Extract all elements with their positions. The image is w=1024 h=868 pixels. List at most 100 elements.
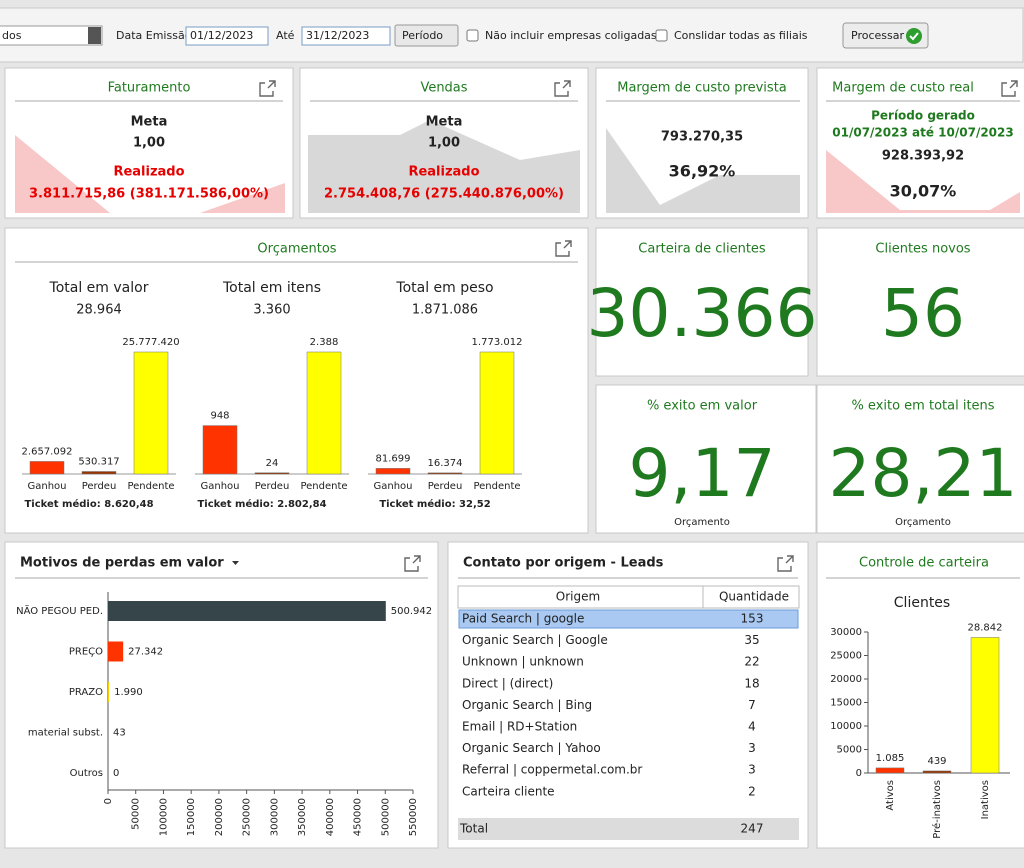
category-label: Ganhou — [373, 481, 412, 492]
date-label: Data Emissão — [116, 29, 192, 42]
expand-icon[interactable] — [555, 240, 572, 257]
expand-icon[interactable] — [554, 80, 571, 97]
cell: Email | RD+Station — [462, 720, 577, 734]
bar — [922, 770, 952, 774]
row-selected[interactable] — [458, 609, 799, 629]
value-label: 439 — [927, 756, 946, 767]
period-button[interactable] — [394, 24, 459, 47]
cell: Paid Search | google — [462, 612, 584, 626]
checkbox[interactable] — [466, 29, 479, 42]
panel — [595, 384, 817, 534]
bar — [375, 468, 411, 475]
category-label: Perdeu — [255, 481, 290, 492]
category-label: Perdeu — [82, 481, 117, 492]
cell: Organic Search | Bing — [462, 698, 592, 712]
ticket: Ticket médio: 32,52 — [379, 498, 490, 510]
value-label: 28.842 — [968, 622, 1003, 633]
y-tick-label: 0 — [856, 768, 862, 779]
category-label: NÃO PEGOU PED. — [16, 604, 103, 617]
value-label: 2.657.092 — [22, 446, 73, 457]
title-caret[interactable] — [232, 561, 239, 565]
y-tick-label: 5000 — [837, 745, 862, 756]
bar — [81, 471, 117, 475]
realizado-label: Realizado — [113, 165, 184, 180]
x-tick-label: 100000 — [158, 798, 169, 836]
group-label: Total em peso — [395, 280, 493, 296]
decor-area — [15, 135, 285, 213]
date-input[interactable] — [185, 26, 269, 46]
kpi-title: % exito em valor — [647, 399, 758, 414]
value-label: 25.777.420 — [122, 337, 179, 348]
cell: 153 — [741, 612, 764, 626]
table-header — [457, 585, 800, 609]
value: 793.270,35 — [661, 130, 743, 145]
date-input[interactable] — [301, 26, 391, 46]
kpi-value: 56 — [881, 275, 965, 352]
value-label: 27.342 — [128, 647, 163, 658]
value-label: 43 — [113, 728, 126, 739]
expand-icon[interactable] — [259, 80, 276, 97]
cell: 35 — [744, 633, 759, 647]
select-text: dos — [2, 29, 22, 42]
cell: 18 — [744, 676, 759, 690]
y-tick-label: 15000 — [830, 698, 862, 709]
panel-title: Margem de custo real — [832, 81, 974, 96]
value-label: 24 — [266, 458, 279, 469]
y-tick-label: 10000 — [830, 721, 862, 732]
category-label: Pendente — [300, 481, 347, 492]
kpi-title: Carteira de clientes — [638, 242, 766, 257]
bar — [427, 472, 463, 475]
ok-check — [909, 32, 919, 41]
column-header: Quantidade — [719, 590, 789, 604]
panel-title: Margem de custo prevista — [617, 81, 787, 96]
kpi-value: 30.366 — [587, 275, 818, 352]
group-total: 1.871.086 — [412, 303, 478, 318]
cell: Unknown | unknown — [462, 655, 584, 669]
bar — [29, 461, 65, 475]
chart-title: Clientes — [894, 595, 950, 611]
x-tick-label: 500000 — [380, 798, 391, 836]
y-tick-label: 20000 — [830, 674, 862, 685]
category-label: Ganhou — [200, 481, 239, 492]
kpi-footer: Orçamento — [674, 517, 730, 528]
ticket: Ticket médio: 8.620,48 — [24, 498, 153, 510]
process-button[interactable] — [842, 22, 929, 49]
value-label: 16.374 — [428, 458, 463, 469]
x-tick-label: 150000 — [186, 798, 197, 836]
bar — [254, 472, 290, 475]
category-label: Ativos — [885, 780, 896, 811]
decor-area — [308, 120, 580, 213]
x-tick-label: 350000 — [297, 798, 308, 836]
cell: Carteira cliente — [462, 784, 555, 798]
kpi-title: % exito em total itens — [851, 399, 994, 414]
panel-title: Faturamento — [108, 81, 191, 96]
expand-icon[interactable] — [777, 555, 794, 572]
percent: 36,92% — [669, 162, 736, 181]
value-label: 81.699 — [376, 453, 411, 464]
dropdown-btn[interactable] — [88, 27, 101, 44]
category-label: Perdeu — [428, 481, 463, 492]
y-tick-label: 30000 — [830, 627, 862, 638]
select[interactable] — [0, 25, 103, 46]
panel — [816, 227, 1024, 377]
kpi-title: Clientes novos — [875, 242, 970, 257]
bar — [133, 351, 169, 475]
category-label: Pré-inativos — [931, 780, 943, 839]
category-label: Outros — [70, 768, 103, 779]
x-tick-label: 200000 — [214, 798, 225, 836]
panel — [595, 227, 809, 377]
expand-icon[interactable] — [1001, 80, 1018, 97]
cell: 7 — [748, 698, 756, 712]
value-label: 0 — [113, 768, 119, 779]
percent: 30,07% — [890, 182, 957, 201]
total-value: 247 — [741, 822, 764, 836]
x-tick-label: 450000 — [353, 798, 364, 836]
group-label: Total em itens — [222, 280, 321, 296]
expand-icon[interactable] — [404, 555, 421, 572]
process-text: Processar — [851, 29, 904, 42]
checkbox[interactable] — [655, 29, 668, 42]
category-label: Ganhou — [27, 481, 66, 492]
meta-label: Meta — [131, 115, 168, 130]
checkbox-label: Conslidar todas as filiais — [674, 29, 808, 42]
